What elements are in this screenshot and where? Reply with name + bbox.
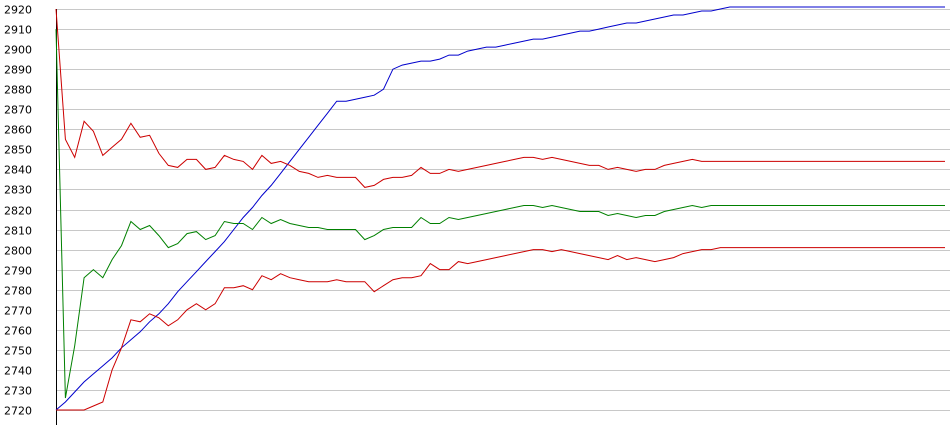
y-tick-label: 2900 (4, 44, 32, 57)
y-tick-label: 2720 (4, 405, 32, 418)
y-tick-label: 2790 (4, 265, 32, 278)
y-tick-label: 2910 (4, 24, 32, 37)
y-tick-label: 2840 (4, 164, 32, 177)
y-axis-tick-labels: 2720 2730 2740 2750 2760 2770 2780 2790 2800 2810… (4, 4, 32, 418)
series-line-2 (55, 8, 945, 188)
y-tick-label: 2770 (4, 305, 32, 318)
y-tick-label: 2830 (4, 184, 32, 197)
grid-lines (56, 9, 950, 411)
y-tick-label: 2920 (4, 4, 32, 17)
y-tick-label: 2810 (4, 225, 32, 238)
y-tick-label: 2750 (4, 345, 32, 358)
y-tick-label: 2800 (4, 245, 32, 258)
y-tick-label: 2760 (4, 325, 32, 338)
y-tick-label: 2860 (4, 124, 32, 137)
y-tick-label: 2890 (4, 64, 32, 77)
series-line-3 (55, 29, 945, 399)
y-tick-label: 2740 (4, 365, 32, 378)
series-line-4 (56, 247, 945, 411)
y-tick-label: 2850 (4, 144, 32, 157)
y-tick-label: 2870 (4, 104, 32, 117)
y-tick-label: 2730 (4, 385, 32, 398)
y-tick-label: 2780 (4, 285, 32, 298)
y-tick-label: 2880 (4, 84, 32, 97)
series-line-1 (55, 6, 945, 411)
y-tick-label: 2820 (4, 205, 32, 218)
series-lines (55, 6, 945, 411)
